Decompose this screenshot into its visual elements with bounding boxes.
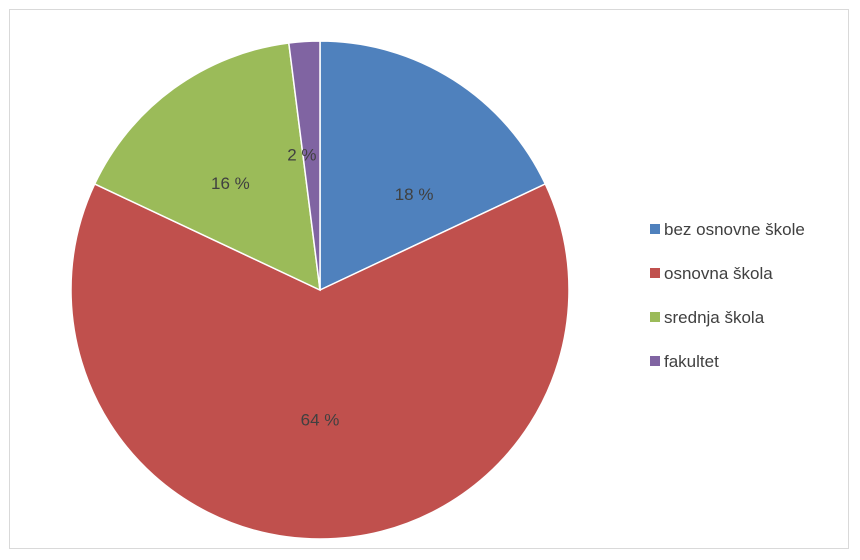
pie-slice-1 [70,182,570,540]
legend-swatch-2 [650,312,660,322]
legend-swatch-1 [650,268,660,278]
legend-swatch-3 [650,356,660,366]
pie-label-3: 2 % [287,145,316,164]
pie-slice-0 [319,40,547,292]
legend-swatch-0 [650,224,660,234]
pie-label-0: 18 % [395,185,434,204]
legend-label-0: bez osnovne škole [664,220,805,239]
legend-label-3: fakultet [664,352,719,371]
legend: bez osnovne škole osnovna škola srednja šk… [650,220,805,371]
pie-label-2: 16 % [211,174,250,193]
pie-labels: 18 % 64 % 16 % 2 % [211,145,433,429]
legend-label-1: osnovna škola [664,264,773,283]
pie-slice-2 [93,42,321,292]
legend-label-2: srednja škola [664,308,765,327]
pie-label-1: 64 % [301,411,340,430]
pie-slice-3 [287,40,321,291]
pie-slices [70,40,570,540]
